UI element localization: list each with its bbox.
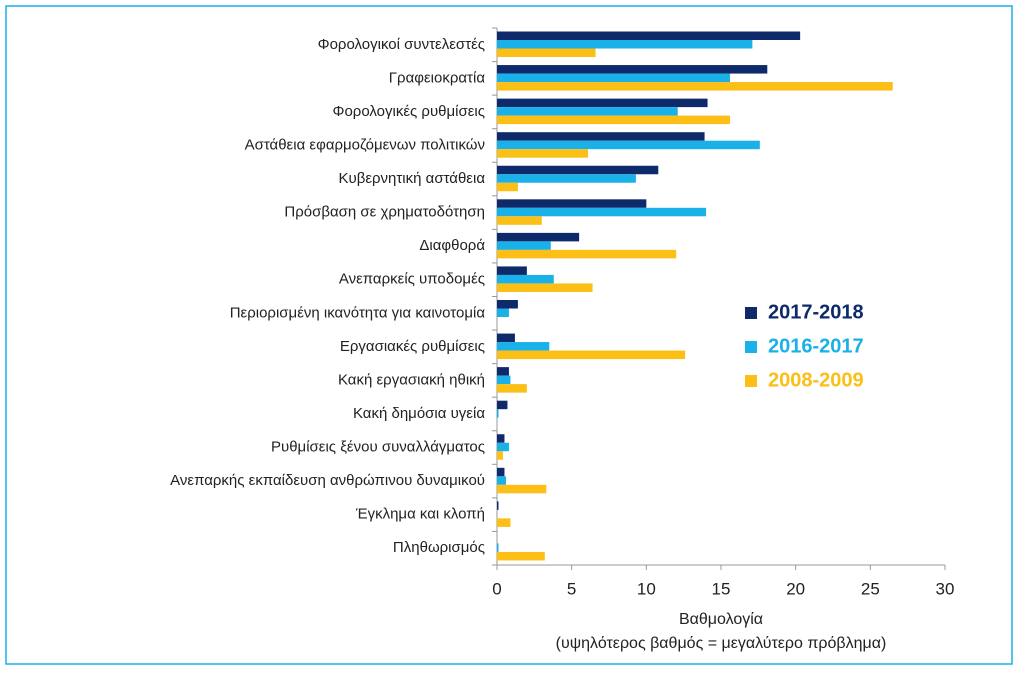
bar [497,342,550,351]
x-tick-label: 15 [712,579,731,598]
bar [497,409,499,418]
bar [497,182,518,192]
category-label: Περιορισμένη ικανότητα για καινοτομία [230,304,486,321]
category-label: Κυβερνητική αστάθεια [338,170,485,187]
bar [497,98,708,108]
bar [497,551,545,561]
legend-label: 2017-2018 [768,301,864,323]
bar [497,216,542,225]
bar [497,249,677,259]
bar [497,451,503,460]
bar [497,442,509,452]
bar [497,300,518,309]
category-label: Κακή δημόσια υγεία [353,405,485,422]
bar [497,174,636,183]
bar [497,283,593,292]
bar [497,232,580,242]
bar [497,400,508,410]
category-label: Εργασιακές ρυθμίσεις [340,338,485,355]
bar [497,501,499,510]
category-label: Κακή εργασιακή ηθική [338,371,485,388]
category-label: Έγκλημα και κλοπή [355,506,485,523]
x-tick-label: 5 [567,579,576,598]
category-label: Ανεπαρκής εκπαίδευση ανθρώπινου δυναμικο… [170,472,485,489]
bar [497,140,760,150]
bar [497,132,705,141]
bar [497,165,659,175]
category-label: Πληθωρισμός [393,539,485,556]
x-axis-label: Βαθμολογία [679,611,763,628]
bar [497,107,678,116]
bar [497,199,647,208]
bar [497,115,730,125]
category-label: Ανεπαρκείς υποδομές [339,271,485,288]
x-tick-label: 10 [637,579,656,598]
bar [497,476,506,485]
bar [497,543,499,552]
bar [497,467,505,477]
bar [497,48,596,57]
bar [497,149,589,158]
x-tick-label: 25 [861,579,880,598]
bar [497,82,893,91]
category-label: Αστάθεια εφαρμοζόμενων πολιτικών [245,136,485,153]
bar [497,73,730,83]
bar [497,308,509,317]
legend-swatch [745,341,757,353]
bar [497,350,686,360]
frame [5,5,1013,665]
bar [497,65,768,74]
category-label: Πρόσβαση σε χρηματοδότηση [284,204,485,221]
bar [497,375,511,385]
legend-swatch [745,307,757,319]
category-label: Διαφθορά [419,237,485,254]
category-label: Φορολογικοί συντελεστές [318,36,485,53]
bar [497,384,527,393]
x-axis-label: (υψηλότερος βαθμός = μεγαλύτερο πρόβλημα… [556,635,887,652]
category-label: Γραφειοκρατία [389,69,486,86]
legend-label: 2016-2017 [768,335,864,357]
bar [497,207,707,217]
bar [497,333,515,343]
bar [497,266,527,275]
bar [497,367,509,376]
category-label: Ρυθμίσεις ξένου συναλλάγματος [271,439,485,456]
legend-label: 2008-2009 [768,369,864,391]
bar [497,274,554,284]
bar [497,518,511,527]
bar [497,40,753,49]
x-tick-label: 30 [936,579,955,598]
bar [497,484,547,494]
x-tick-label: 0 [492,579,501,598]
bar [497,434,505,443]
bar [497,31,801,40]
category-label: Φορολογικές ρυθμίσεις [333,103,486,120]
legend-swatch [745,375,757,387]
bar [497,241,551,250]
x-tick-label: 20 [786,579,805,598]
